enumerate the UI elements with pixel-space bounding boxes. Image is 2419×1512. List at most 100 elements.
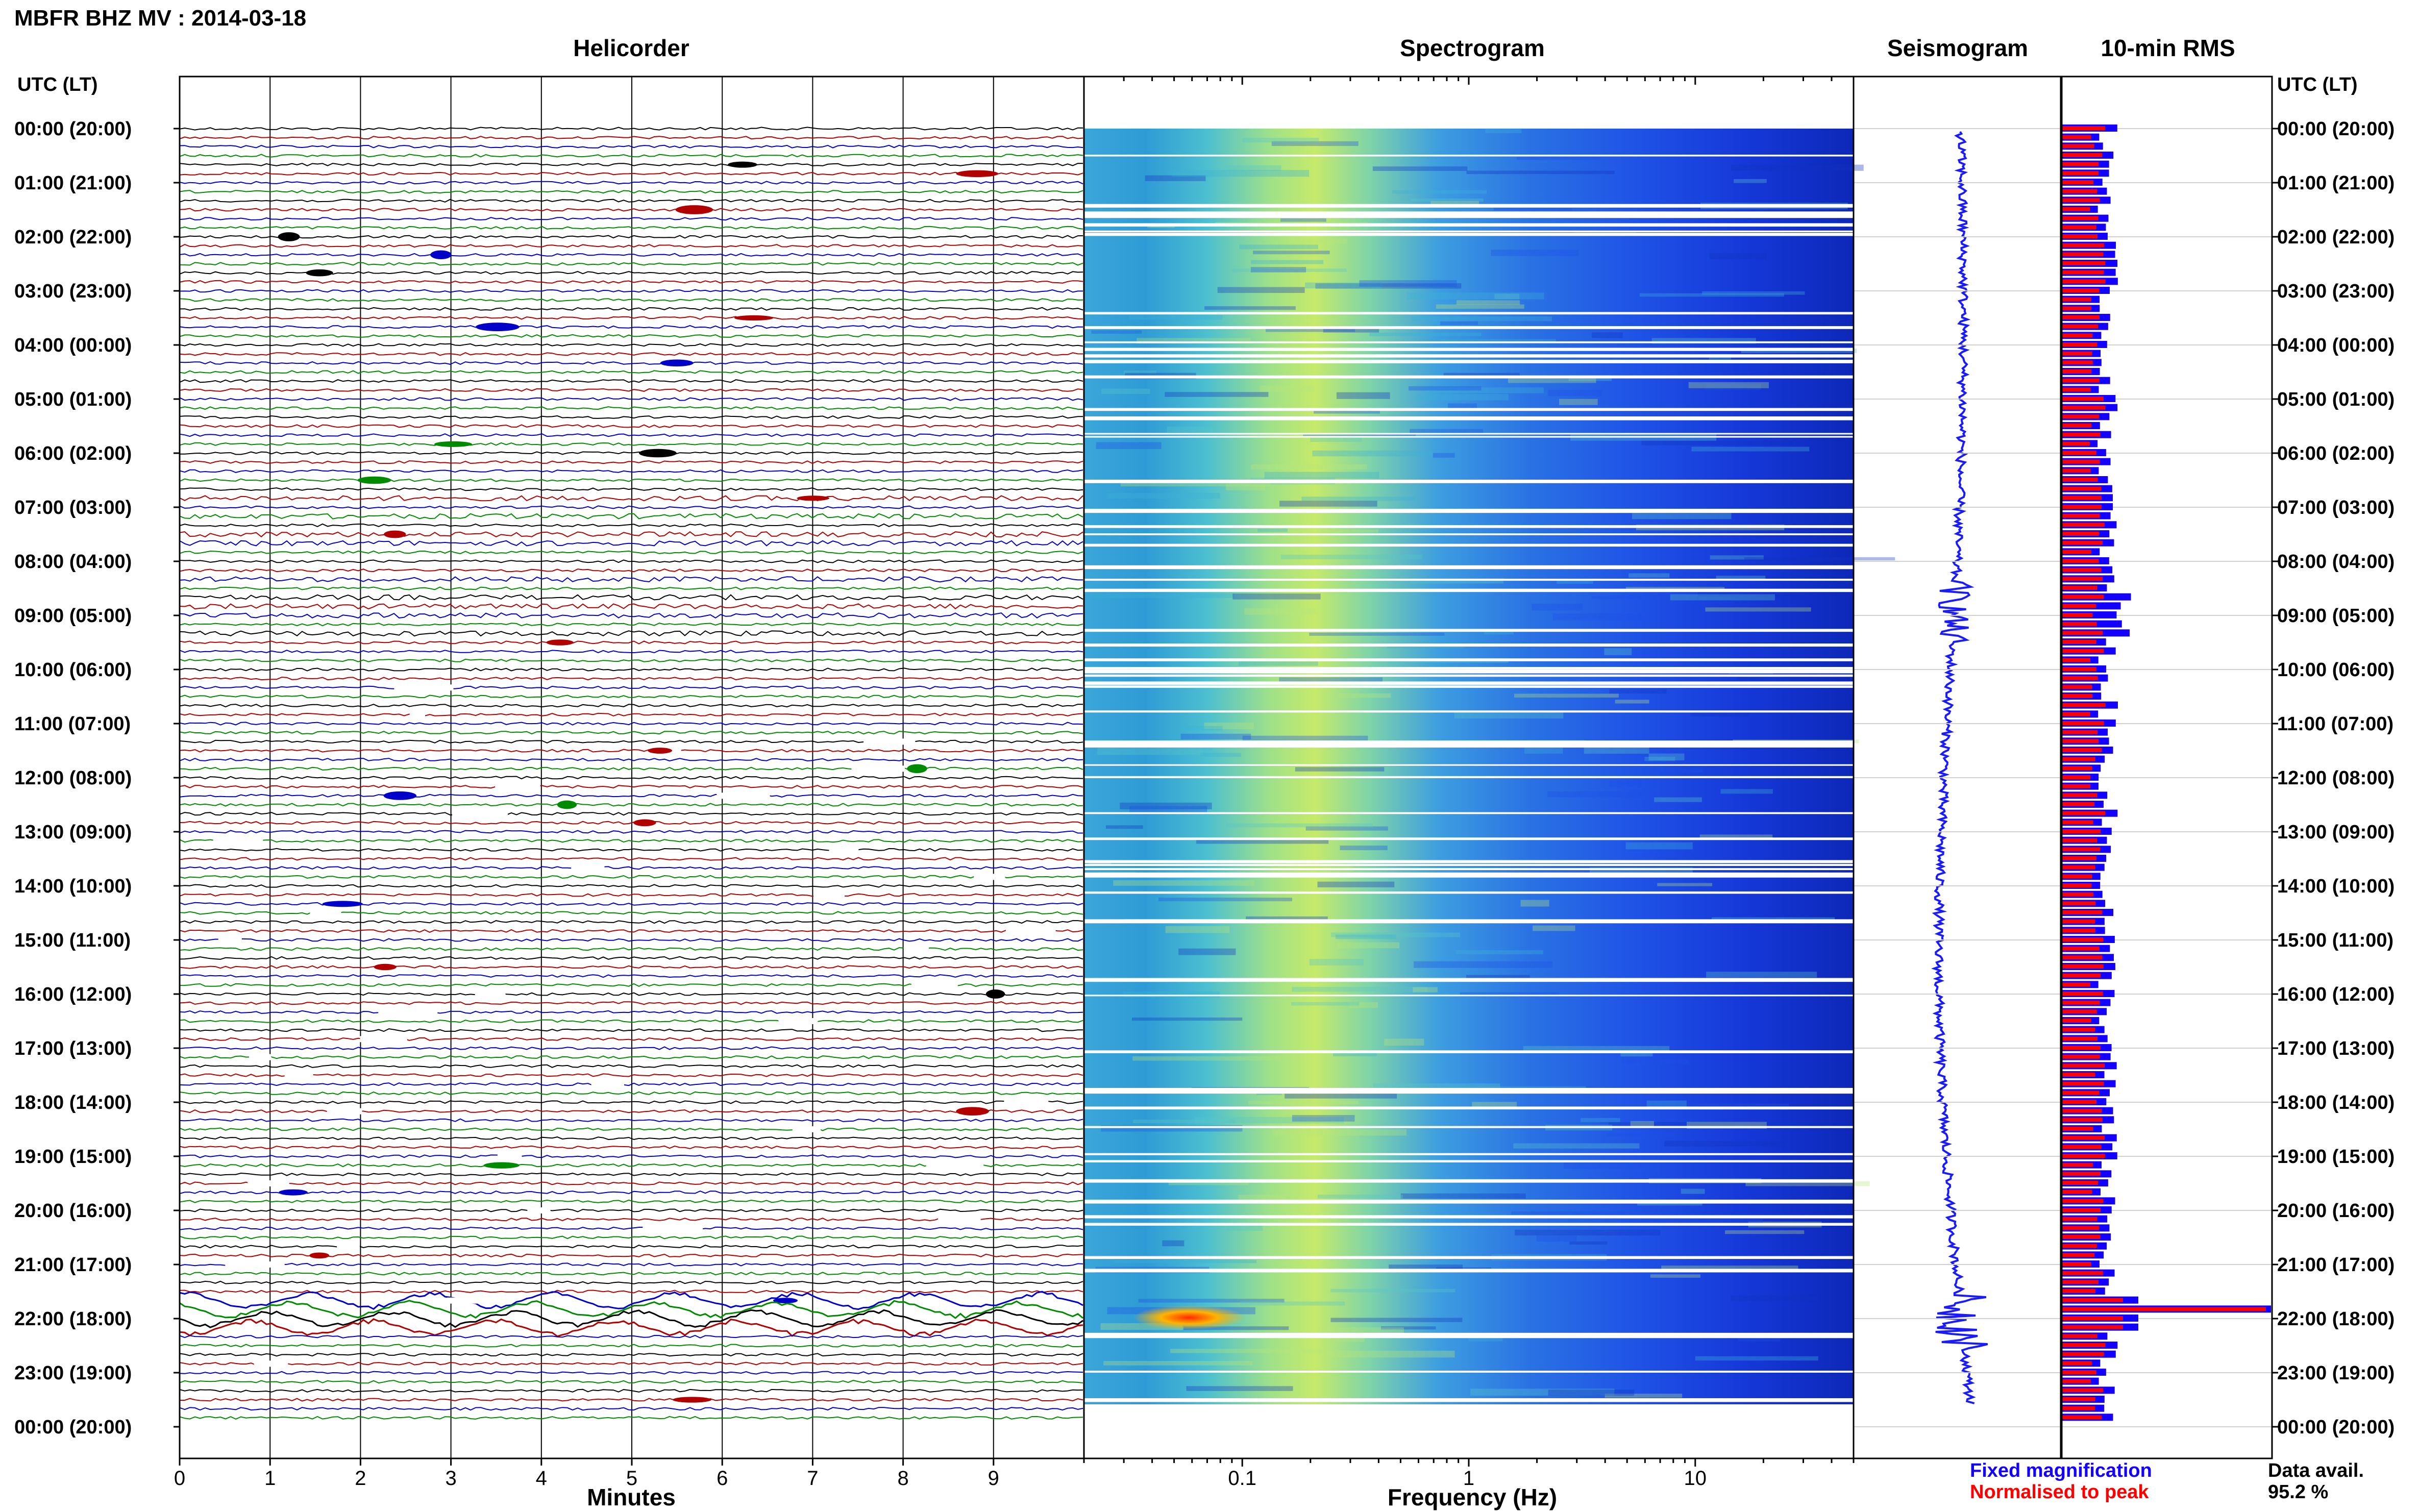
hour-label-right: 12:00 (08:00) <box>2277 767 2395 789</box>
helicorder-burst <box>434 441 472 447</box>
spectrogram-gap <box>1084 1269 1854 1273</box>
helicorder-trace <box>179 649 1083 654</box>
hour-label-right: 04:00 (00:00) <box>2277 335 2395 356</box>
helicorder-trace <box>179 1245 1083 1249</box>
helicorder-trace <box>179 208 1083 212</box>
hour-label-left: 21:00 (17:00) <box>14 1254 132 1276</box>
spectrogram-gap <box>1084 1332 1854 1336</box>
hour-label-right: 07:00 (03:00) <box>2277 497 2395 518</box>
rms-bar-normalised <box>2062 1271 2103 1275</box>
helicorder-trace <box>179 848 1083 852</box>
helicorder-trace <box>179 1172 1083 1176</box>
helicorder-trace <box>179 181 1083 185</box>
spectrogram-gap <box>1084 211 1854 214</box>
rms-bar-normalised <box>2062 505 2102 509</box>
helicorder-trace <box>179 576 1083 583</box>
spectrogram-gap <box>1084 874 1854 878</box>
spectrogram-gap <box>1084 230 1854 233</box>
helicorder-trace <box>179 1380 1083 1384</box>
seismogram-trace <box>1931 131 1988 1404</box>
rms-bar-normalised <box>2062 649 2104 653</box>
rms-bar-normalised <box>2062 594 2104 599</box>
rms-bar-normalised <box>2062 306 2091 311</box>
rms-bar-normalised <box>2062 1019 2091 1023</box>
helicorder-trace <box>179 1226 1083 1231</box>
hour-label-right: 18:00 (14:00) <box>2277 1092 2395 1113</box>
rms-bar-normalised <box>2062 523 2105 527</box>
helicorder-trace <box>179 1046 1083 1050</box>
rms-bar-normalised <box>2062 468 2091 473</box>
rms-bar-normalised <box>2062 892 2094 897</box>
hour-label-left: 08:00 (04:00) <box>14 551 132 573</box>
spectrogram-gap <box>1084 354 1854 358</box>
helicorder-burst <box>675 205 713 214</box>
helicorder-trace <box>179 1199 1083 1203</box>
hour-labels: 00:00 (20:00) 00:00 (20:00) 01:00 (21:00) 0… <box>14 118 2395 1438</box>
helicorder-trace <box>179 1371 1083 1375</box>
helicorder-trace <box>179 442 1083 446</box>
helicorder-trace <box>179 1353 1083 1357</box>
helicorder-trace <box>179 956 1083 960</box>
helicorder-title: Helicorder <box>573 35 689 61</box>
rms-bar-normalised <box>2062 351 2092 356</box>
helicorder-trace <box>179 603 1083 610</box>
rms-bar-normalised <box>2062 757 2095 761</box>
rms-bar-normalised <box>2062 297 2091 302</box>
frequency-tick-label: 10 <box>1684 1467 1707 1490</box>
helicorder-burst <box>728 161 757 168</box>
helicorder-trace <box>179 523 1083 527</box>
minute-tick-label: 5 <box>626 1467 637 1490</box>
frequency-tick-label: 1 <box>1463 1467 1474 1490</box>
hour-label-left: 00:00 (20:00) <box>14 118 132 140</box>
spectrogram-gap <box>1084 744 1854 748</box>
rms-panel <box>2062 125 2271 1421</box>
rms-bar-normalised <box>2062 1406 2095 1410</box>
rms-bar-normalised <box>2062 1145 2102 1149</box>
spectrogram-gap <box>1084 868 1854 871</box>
rms-bar-normalised <box>2062 685 2092 689</box>
helicorder-trace <box>179 1272 1083 1276</box>
helicorder-trace <box>179 379 1083 383</box>
helicorder-trace <box>179 685 1083 689</box>
rms-bar-normalised <box>2062 288 2100 292</box>
helicorder-panel <box>179 77 1084 1458</box>
spectrogram-gap <box>1084 579 1854 581</box>
helicorder-trace <box>179 1361 1083 1366</box>
helicorder-trace <box>179 262 1083 266</box>
spectrogram-gap <box>1084 685 1854 688</box>
rms-bar-normalised <box>2062 1397 2095 1401</box>
helicorder-trace <box>179 1127 1083 1131</box>
spectrogram-gap <box>1084 525 1854 528</box>
helicorder-trace <box>179 171 1083 176</box>
rms-bar-normalised <box>2062 1217 2097 1221</box>
helicorder-trace <box>179 1334 1083 1339</box>
rms-bar-normalised <box>2062 946 2100 951</box>
helicorder-trace <box>179 388 1083 392</box>
spectrogram-gap <box>1084 860 1854 863</box>
rms-bar-normalised <box>2062 712 2090 716</box>
rms-bar-normalised <box>2062 333 2093 338</box>
hour-label-left: 18:00 (14:00) <box>14 1092 132 1113</box>
helicorder-trace <box>179 540 1083 547</box>
hour-label-right: 11:00 (07:00) <box>2277 713 2393 735</box>
rms-bar-normalised <box>2062 153 2102 157</box>
helicorder-trace <box>179 127 1083 131</box>
rms-bar-normalised <box>2062 883 2092 887</box>
rms-bar-normalised <box>2062 1154 2105 1158</box>
helicorder-trace <box>179 559 1083 563</box>
helicorder-trace <box>179 766 1083 771</box>
hour-label-left: 01:00 (21:00) <box>14 172 132 194</box>
spectrogram-gap <box>1084 629 1854 632</box>
helicorder-trace <box>179 1309 1083 1328</box>
helicorder-trace <box>179 1118 1083 1122</box>
helicorder-burst <box>956 1107 990 1116</box>
rms-bar-normalised <box>2062 676 2098 680</box>
helicorder-trace <box>179 640 1083 645</box>
helicorder-trace <box>179 623 1083 627</box>
station-title: MBFR BHZ MV : 2014-03-18 <box>14 6 306 31</box>
spectrogram-gap <box>1084 776 1854 778</box>
hour-label-left: 16:00 (12:00) <box>14 984 132 1005</box>
minute-tick-label: 4 <box>536 1467 547 1490</box>
helicorder-trace <box>179 298 1083 302</box>
helicorder-trace <box>179 190 1083 194</box>
